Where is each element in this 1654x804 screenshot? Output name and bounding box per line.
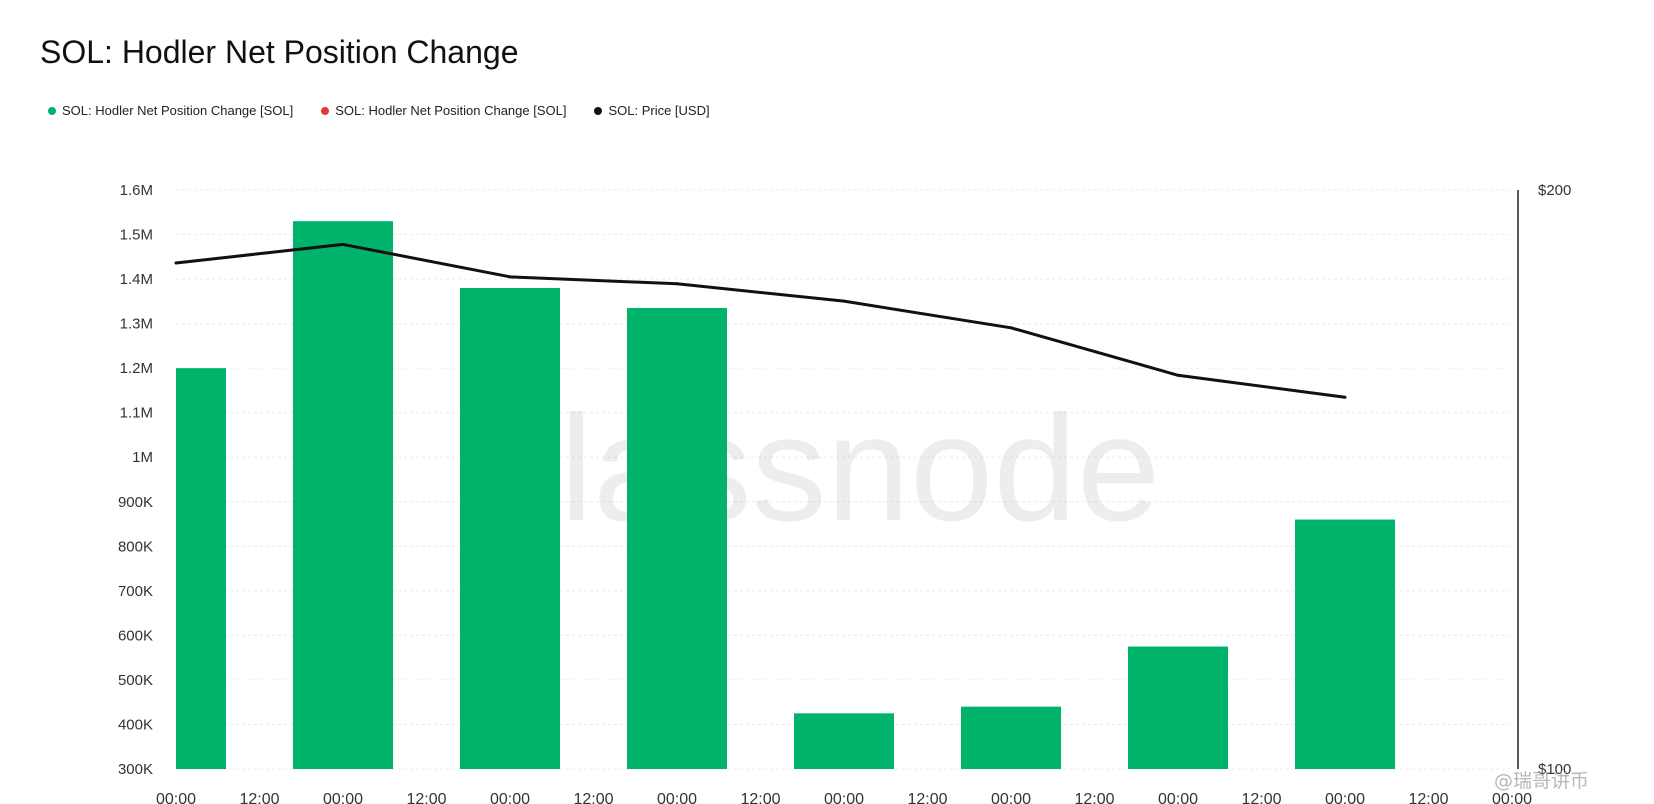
x-tick-label: 00:00 <box>824 791 864 804</box>
axes: 1.6M 1.5M 1.4M 1.3M 1.2M 1.1M 1M 900K 800K 700K 60… <box>118 182 1571 804</box>
x-tick-label: 12:00 <box>740 791 780 804</box>
price-point[interactable] <box>174 261 178 265</box>
y-tick-label: 600K <box>118 627 153 644</box>
price-point[interactable] <box>341 242 345 246</box>
price-line-series <box>174 242 1347 399</box>
legend-label: SOL: Hodler Net Position Change [SOL] <box>335 103 567 118</box>
price-point[interactable] <box>675 282 679 286</box>
price-point[interactable] <box>842 299 846 303</box>
brand-watermark: @瑞哥讲币 <box>1494 770 1590 792</box>
y-tick-label: 1M <box>132 449 153 466</box>
x-tick-label: 00:00 <box>1492 791 1532 804</box>
y-tick-label: 400K <box>118 716 153 733</box>
x-tick-label: 00:00 <box>1158 791 1198 804</box>
y-tick-label: 900K <box>118 494 153 511</box>
y-tick-label: 1.5M <box>120 227 153 244</box>
legend-marker-black <box>594 106 603 115</box>
x-tick-label: 00:00 <box>657 791 697 804</box>
y-tick-label: 1.2M <box>120 360 153 377</box>
price-point[interactable] <box>1343 395 1347 399</box>
chart-legend: SOL: Hodler Net Position Change [SOL] SO… <box>48 103 710 118</box>
bar[interactable] <box>794 713 894 769</box>
x-tick-label: 00:00 <box>1325 791 1365 804</box>
gridlines <box>176 189 1510 770</box>
y-right-tick-label: $100 <box>1538 761 1571 778</box>
y-tick-label: 700K <box>118 583 153 600</box>
legend-item-net-position-positive[interactable]: SOL: Hodler Net Position Change [SOL] <box>48 103 293 118</box>
price-point[interactable] <box>1176 373 1180 377</box>
x-tick-label: 12:00 <box>1241 791 1281 804</box>
x-tick-label: 00:00 <box>156 791 196 804</box>
y-right-tick-label: $200 <box>1538 182 1571 199</box>
bar[interactable] <box>176 368 226 769</box>
x-tick-label: 12:00 <box>573 791 613 804</box>
x-tick-label: 00:00 <box>323 791 363 804</box>
y-tick-label: 1.1M <box>120 405 153 422</box>
x-tick-label: 12:00 <box>239 791 279 804</box>
x-tick-label: 12:00 <box>406 791 446 804</box>
price-line[interactable] <box>175 242 1346 399</box>
bar[interactable] <box>460 287 560 769</box>
bar-series <box>176 221 1395 769</box>
x-tick-label: 12:00 <box>1408 791 1448 804</box>
legend-item-net-position-negative[interactable]: SOL: Hodler Net Position Change [SOL] <box>321 103 566 118</box>
legend-label: SOL: Hodler Net Position Change [SOL] <box>62 103 294 118</box>
legend-item-price[interactable]: SOL: Price [USD] <box>594 103 710 118</box>
x-tick-label: 12:00 <box>907 791 947 804</box>
bar[interactable] <box>627 308 727 769</box>
legend-marker-red <box>321 106 330 115</box>
bar[interactable] <box>293 221 393 769</box>
y-tick-label: 1.6M <box>120 182 153 199</box>
x-tick-label: 12:00 <box>1074 791 1114 804</box>
y-tick-label: 1.4M <box>120 271 153 288</box>
x-tick-label: 00:00 <box>991 791 1031 804</box>
y-tick-label: 500K <box>118 672 153 689</box>
bar[interactable] <box>1128 646 1228 769</box>
bar[interactable] <box>961 706 1061 769</box>
price-point[interactable] <box>508 275 512 279</box>
legend-marker-green <box>48 106 56 115</box>
y-tick-label: 300K <box>118 761 153 778</box>
bar[interactable] <box>1295 519 1395 769</box>
price-point[interactable] <box>1009 326 1013 330</box>
chart-title: SOL: Hodler Net Position Change <box>40 34 519 70</box>
x-tick-label: 00:00 <box>490 791 530 804</box>
y-tick-label: 800K <box>118 538 153 555</box>
legend-label: SOL: Price [USD] <box>608 103 710 118</box>
y-tick-label: 1.3M <box>120 316 153 333</box>
